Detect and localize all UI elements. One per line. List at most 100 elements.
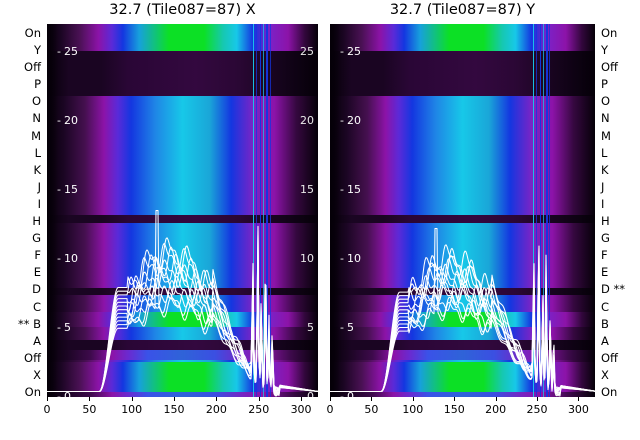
heatmap-row — [330, 262, 595, 266]
heatmap-panel-x[interactable]: -0 -5 -10 -15 -20 -25 0 5 10 15 20 25 — [47, 24, 318, 397]
heatmap-row — [47, 230, 318, 234]
heatmap-row — [330, 155, 595, 159]
heatmap-row — [330, 113, 595, 117]
y-tick-dash: - — [340, 182, 344, 196]
heatmap-row — [47, 138, 318, 142]
overlay-trace-line — [47, 254, 318, 393]
category-label-c-16: C — [601, 299, 610, 314]
category-label-k-8: K — [33, 162, 41, 177]
x-tick-mark — [258, 397, 260, 401]
heatmap-row — [47, 329, 318, 333]
heatmap-row — [47, 193, 318, 197]
heatmap-row — [47, 66, 318, 70]
overlay-trace-line — [330, 244, 595, 396]
x-tick-label-50: 50 — [364, 403, 379, 416]
heatmap-row — [47, 295, 318, 299]
heatmap-row — [47, 252, 318, 256]
category-label-a-18: A — [33, 333, 41, 348]
x-tick-mark — [454, 397, 456, 401]
x-tick-label-0: 0 — [326, 403, 334, 416]
category-label-on-0: On — [601, 26, 618, 40]
heatmap-row — [330, 389, 595, 393]
heatmap-row — [330, 26, 595, 30]
category-label-b-17: B — [601, 316, 609, 331]
x-tick-label-100: 100 — [402, 403, 424, 416]
x-axis-panel-y: 0 50 100 150 200 250 300 — [326, 397, 595, 437]
heatmap-row — [47, 36, 318, 40]
heatmap-row — [330, 232, 595, 236]
heatmap-left-edge — [47, 24, 58, 397]
heatmap-row — [47, 86, 318, 90]
heatmap-row — [330, 379, 595, 383]
heatmap-row — [330, 275, 595, 279]
category-label-h-11: H — [32, 214, 41, 229]
heatmap-row — [47, 342, 318, 346]
heatmap-row — [330, 158, 595, 162]
heatmap-row — [47, 272, 318, 276]
overlay-trace-line — [330, 275, 595, 395]
category-label-g-12: G — [601, 231, 610, 246]
category-label-d-15: D ** — [601, 282, 626, 297]
heatmap-row — [330, 145, 595, 149]
heatmap-row — [330, 138, 595, 142]
heatmap-row — [47, 128, 318, 132]
category-label-d-15: D — [32, 282, 41, 297]
category-label-i-10: I — [37, 196, 41, 211]
overlay-trace-line — [47, 230, 318, 397]
heatmap-row — [330, 48, 595, 52]
overlay-trace-line — [47, 279, 318, 396]
heatmap-row — [47, 382, 318, 386]
heatmap-row — [47, 317, 318, 321]
category-label-off-2: Off — [601, 60, 618, 75]
heatmap-vertical-line — [549, 24, 551, 397]
heatmap-row — [47, 227, 318, 231]
heatmap-row — [330, 165, 595, 169]
heatmap-row — [330, 302, 595, 306]
overlay-trace-line — [47, 234, 318, 397]
heatmap-row — [47, 225, 318, 229]
heatmap-row — [47, 332, 318, 336]
heatmap-row — [47, 88, 318, 92]
heatmap-row — [330, 118, 595, 122]
heatmap-row — [330, 307, 595, 311]
x-tick-label-50: 50 — [82, 403, 97, 416]
x-tick-mark — [495, 397, 497, 401]
heatmap-row — [47, 292, 318, 296]
heatmap-row — [47, 38, 318, 42]
category-label-n-5: N — [32, 111, 41, 126]
heatmap-row — [330, 344, 595, 348]
heatmap-row — [47, 73, 318, 77]
category-label-g-12: G — [32, 231, 41, 246]
x-tick-mark — [174, 397, 176, 401]
heatmap-row — [330, 205, 595, 209]
heatmap-row — [330, 295, 595, 299]
overlay-trace-line — [47, 237, 318, 397]
y-tick-dash: - — [340, 251, 344, 265]
heatmap-panel-y[interactable]: -0 -5 -10 -15 -20 -25 — [330, 24, 595, 397]
category-label-k-8: K — [601, 162, 609, 177]
overlay-trace-line — [330, 254, 595, 394]
heatmap-row — [330, 180, 595, 184]
heatmap-row — [330, 215, 595, 219]
heatmap-row — [47, 125, 318, 130]
category-label-l-7: L — [34, 145, 41, 160]
heatmap-row — [330, 33, 595, 38]
heatmap-row — [330, 369, 595, 373]
heatmap-row — [47, 48, 318, 52]
heatmap-row — [330, 287, 595, 291]
heatmap-row — [47, 185, 318, 189]
heatmap-row — [47, 267, 318, 271]
heatmap-row — [47, 56, 318, 60]
heatmap-row — [330, 235, 595, 239]
heatmap-row — [47, 265, 318, 269]
heatmap-row — [47, 106, 318, 110]
heatmap-row — [47, 103, 318, 107]
heatmap-row — [47, 359, 318, 363]
heatmap-row — [330, 24, 595, 28]
heatmap-row — [47, 364, 318, 368]
heatmap-row — [330, 292, 595, 296]
heatmap-row — [330, 309, 595, 314]
heatmap-row — [330, 76, 595, 80]
heatmap-row — [47, 188, 318, 192]
heatmap-row — [47, 178, 318, 182]
